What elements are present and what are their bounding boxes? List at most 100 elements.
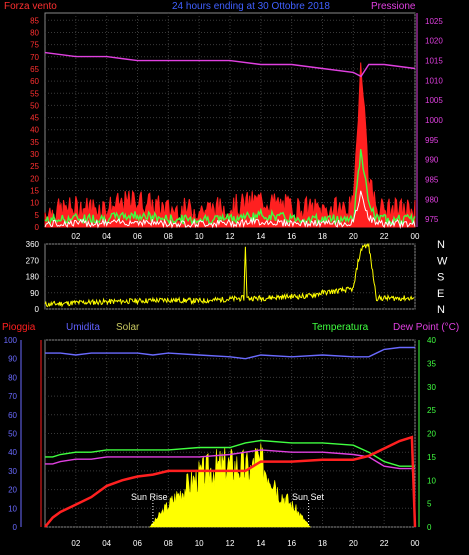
wind-x-tick-10: 22 xyxy=(380,232,389,241)
wind-x-tick-9: 20 xyxy=(349,232,358,241)
rain-line xyxy=(44,435,417,528)
bottom-x-tick-0: 02 xyxy=(71,539,80,548)
humidity-y-tick-7: 70 xyxy=(8,392,17,401)
wind-y-tick-15: 75 xyxy=(30,41,39,50)
humidity-y-tick-1: 10 xyxy=(8,504,17,513)
temperature-y-tick-6: 30 xyxy=(427,383,436,392)
wind-y-tick-10: 50 xyxy=(30,101,39,110)
wind-direction-line xyxy=(44,242,415,308)
wind-y-tick-9: 45 xyxy=(30,114,39,123)
humidity-line xyxy=(45,346,415,360)
humidity-y-tick-9: 90 xyxy=(8,355,17,364)
bottom-x-tick-11: 00 xyxy=(411,539,420,548)
wind-x-tick-0: 02 xyxy=(71,232,80,241)
bottom-x-tick-4: 10 xyxy=(195,539,204,548)
humidity-y-tick-0: 0 xyxy=(13,523,18,532)
bottom-x-tick-1: 04 xyxy=(102,539,111,548)
humidity-y-tick-8: 80 xyxy=(8,373,17,382)
pressure-y-tick-8: 1015 xyxy=(425,57,443,66)
wind-y-tick-17: 85 xyxy=(30,16,39,25)
bottom-x-tick-6: 14 xyxy=(256,539,265,548)
wind-x-tick-2: 06 xyxy=(133,232,142,241)
wind-y-tick-3: 15 xyxy=(30,187,39,196)
wind-x-tick-1: 04 xyxy=(102,232,111,241)
wind-y-tick-2: 10 xyxy=(30,199,39,208)
bottom-x-tick-7: 16 xyxy=(287,539,296,548)
pressure-y-tick-3: 990 xyxy=(425,156,439,165)
wind-y-tick-6: 30 xyxy=(30,150,39,159)
wind-y-tick-12: 60 xyxy=(30,77,39,86)
wind-x-tick-6: 14 xyxy=(256,232,265,241)
direction-y-tick-1: 90 xyxy=(30,289,39,298)
dew-point-label: Dew Point (°C) xyxy=(393,322,460,333)
bottom-x-tick-9: 20 xyxy=(349,539,358,548)
wind-x-tick-3: 08 xyxy=(164,232,173,241)
wind-y-tick-14: 70 xyxy=(30,53,39,62)
temperature-y-tick-8: 40 xyxy=(427,336,436,345)
direction-y-tick-4: 360 xyxy=(26,240,40,249)
rain-label: Pioggia xyxy=(2,322,36,333)
temperature-y-tick-4: 20 xyxy=(427,430,436,439)
bottom-x-tick-3: 08 xyxy=(164,539,173,548)
temperature-y-tick-7: 35 xyxy=(427,359,436,368)
bottom-x-tick-5: 12 xyxy=(226,539,235,548)
pressure-y-tick-4: 995 xyxy=(425,136,439,145)
wind-y-tick-11: 55 xyxy=(30,89,39,98)
temperature-y-tick-3: 15 xyxy=(427,453,436,462)
chart-title: 24 hours ending at 30 Ottobre 2018 xyxy=(172,1,330,12)
pressure-y-tick-6: 1005 xyxy=(425,96,443,105)
humidity-label: Umidita xyxy=(66,322,100,333)
temperature-line xyxy=(45,439,415,467)
compass-label-3: E xyxy=(437,288,444,300)
wind-x-tick-11: 00 xyxy=(411,232,420,241)
pressure-y-tick-0: 975 xyxy=(425,215,439,224)
pressure-line xyxy=(44,51,416,78)
solar-label: Solar xyxy=(116,322,140,333)
wind-y-tick-8: 40 xyxy=(30,126,39,135)
solar-area xyxy=(149,443,311,528)
wind-x-tick-7: 16 xyxy=(287,232,296,241)
direction-y-tick-2: 180 xyxy=(26,273,40,282)
wind-x-tick-8: 18 xyxy=(318,232,327,241)
pressure-y-tick-1: 980 xyxy=(425,195,439,204)
compass-label-0: N xyxy=(437,239,445,251)
dew-point-line xyxy=(45,449,415,470)
humidity-y-tick-4: 40 xyxy=(8,448,17,457)
pressure-y-tick-5: 1000 xyxy=(425,116,443,125)
wind-y-tick-1: 5 xyxy=(35,211,40,220)
wind-x-tick-5: 12 xyxy=(226,232,235,241)
humidity-y-tick-3: 30 xyxy=(8,467,17,476)
wind-y-tick-7: 35 xyxy=(30,138,39,147)
wind-y-tick-5: 25 xyxy=(30,162,39,171)
compass-label-1: W xyxy=(437,255,448,267)
humidity-y-tick-6: 60 xyxy=(8,411,17,420)
temperature-y-tick-5: 25 xyxy=(427,406,436,415)
sunset-annotation: Sun Set xyxy=(292,492,325,502)
temperature-y-tick-1: 5 xyxy=(427,500,432,509)
pressure-y-tick-2: 985 xyxy=(425,175,439,184)
pressure-y-tick-7: 1010 xyxy=(425,76,443,85)
temperature-y-tick-0: 0 xyxy=(427,523,432,532)
compass-label-2: S xyxy=(437,272,444,284)
pressure-label: Pressione xyxy=(371,1,416,12)
temperature-y-tick-2: 10 xyxy=(427,476,436,485)
bottom-x-tick-8: 18 xyxy=(318,539,327,548)
wind-y-tick-4: 20 xyxy=(30,174,39,183)
wind-y-tick-13: 65 xyxy=(30,65,39,74)
wind-y-tick-16: 80 xyxy=(30,28,39,37)
direction-y-tick-3: 270 xyxy=(26,256,40,265)
sunrise-annotation: Sun Rise xyxy=(131,492,168,502)
wind-min-line xyxy=(44,190,416,229)
humidity-y-tick-5: 50 xyxy=(8,430,17,439)
pressure-y-tick-9: 1020 xyxy=(425,37,443,46)
humidity-y-tick-10: 100 xyxy=(4,336,18,345)
bottom-x-tick-2: 06 xyxy=(133,539,142,548)
pressure-y-tick-10: 1025 xyxy=(425,17,443,26)
bottom-x-tick-10: 22 xyxy=(380,539,389,548)
compass-label-4: N xyxy=(437,304,445,316)
wind-force-label: Forza vento xyxy=(4,1,57,12)
humidity-y-tick-2: 20 xyxy=(8,486,17,495)
wind-y-tick-0: 0 xyxy=(35,223,40,232)
temperature-label: Temperatura xyxy=(312,322,369,333)
